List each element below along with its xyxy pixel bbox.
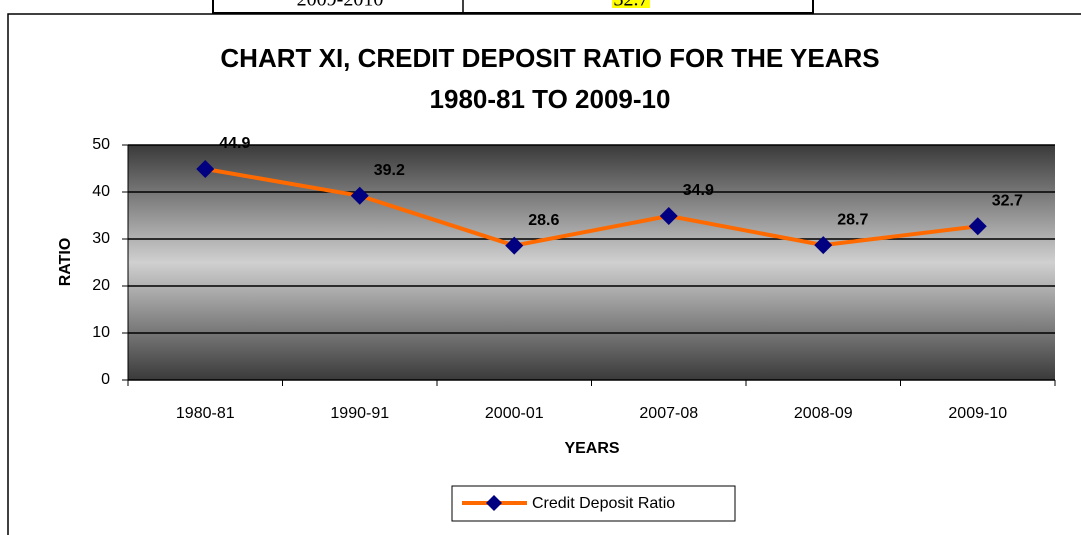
data-label: 39.2 (374, 162, 405, 179)
data-label: 44.9 (219, 135, 250, 152)
y-tick-label: 0 (101, 371, 110, 388)
x-tick-label: 2009-10 (948, 405, 1007, 422)
x-tick-label: 1980-81 (176, 405, 235, 422)
y-tick-label: 30 (92, 230, 110, 247)
series-line (204, 166, 978, 248)
marker (814, 236, 833, 255)
legend-label: Credit Deposit Ratio (532, 495, 675, 512)
x-tick-label: 2000-01 (485, 405, 544, 422)
y-tick-label: 10 (92, 324, 110, 341)
data-label: 28.7 (837, 211, 868, 228)
x-tick-label: 2008-09 (794, 405, 853, 422)
data-label: 32.7 (992, 193, 1023, 210)
legend: Credit Deposit Ratio (451, 485, 736, 522)
data-label: 28.6 (528, 212, 559, 229)
marker (350, 186, 369, 205)
marker (505, 236, 524, 255)
y-tick-label: 40 (92, 183, 110, 200)
y-axis-label: RATIO (57, 238, 74, 287)
table-cell: 32.7 (614, 0, 649, 11)
y-tick-label: 50 (92, 136, 110, 153)
chart-subtitle: 1980-81 TO 2009-10 (430, 84, 671, 114)
chart-title: CHART XI, CREDIT DEPOSIT RATIO FOR THE Y… (220, 43, 879, 73)
x-tick-label: 1990-91 (330, 405, 389, 422)
chart-border (7, 13, 1081, 535)
highlight (612, 0, 650, 8)
table-border (212, 0, 814, 14)
marker (659, 206, 678, 225)
x-axis-label: YEARS (564, 440, 619, 457)
marker (196, 159, 215, 178)
table-fragment: 2009-2010 32.7 (212, 0, 814, 14)
y-tick-label: 20 (92, 277, 110, 294)
data-label: 34.9 (683, 182, 714, 199)
table-cell: 2009-2010 (297, 0, 384, 11)
legend-marker (486, 495, 502, 511)
marker (968, 217, 987, 236)
x-tick-label: 2007-08 (639, 405, 698, 422)
